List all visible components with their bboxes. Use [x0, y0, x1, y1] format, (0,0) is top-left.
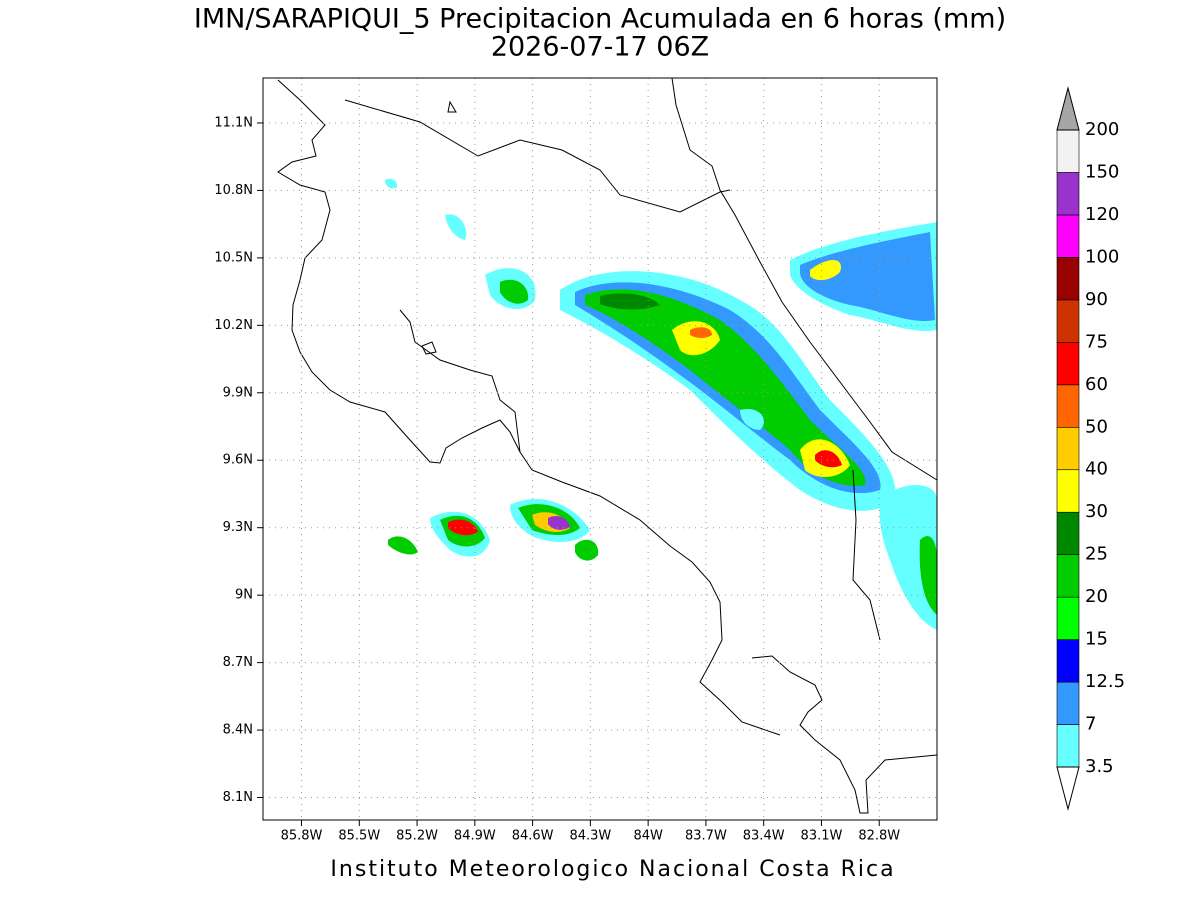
colorbar-label: 40: [1085, 459, 1108, 480]
colorbar-label: 12.5: [1085, 671, 1125, 692]
colorbar-label: 7: [1085, 714, 1096, 735]
x-tick-label: 83.1W: [801, 829, 843, 844]
y-tick-label: 9.6N: [223, 453, 253, 468]
colorbar-over: [1056, 86, 1080, 131]
colorbar-label: 120: [1085, 204, 1119, 225]
colorbar-box: [1056, 299, 1080, 343]
colorbar-label: 150: [1085, 161, 1119, 182]
colorbar-box: [1056, 172, 1080, 216]
colorbar-label: 30: [1085, 501, 1108, 522]
y-tick-label: 10.8N: [214, 183, 253, 198]
y-tick-label: 10.2N: [214, 318, 253, 333]
island: [421, 341, 437, 355]
colorbar-label: 60: [1085, 374, 1108, 395]
x-tick-label: 84.9W: [454, 829, 496, 844]
colorbar-box: [1056, 554, 1080, 598]
y-tick-label: 11.1N: [214, 115, 253, 130]
colorbar-box: [1056, 639, 1080, 683]
y-tick-label: 8.1N: [223, 790, 253, 805]
colorbar-box: [1056, 384, 1080, 428]
map-title: IMN/SARAPIQUI_5 Precipitacion Acumulada …: [194, 4, 1006, 35]
border: [852, 469, 881, 641]
colorbar-label: 75: [1085, 331, 1108, 352]
colorbar-box: [1056, 469, 1080, 513]
x-tick-label: 84.3W: [569, 829, 611, 844]
x-tick-label: 84.6W: [512, 829, 554, 844]
plot-area: [277, 77, 938, 814]
x-tick-label: 85.2W: [396, 829, 438, 844]
colorbar-label: 100: [1085, 246, 1119, 267]
x-tick-label: 85.5W: [338, 829, 380, 844]
colorbar-box: [1056, 129, 1080, 173]
colorbar-box: [1056, 426, 1080, 471]
colorbar-label: 90: [1085, 289, 1108, 310]
x-tick-label: 85.8W: [281, 829, 323, 844]
colorbar-box: [1056, 257, 1080, 301]
coastline: [671, 77, 938, 481]
colorbar-box: [1056, 724, 1080, 768]
y-tick-label: 9.3N: [223, 520, 253, 535]
island: [447, 100, 457, 113]
footer-credit: Instituto Meteorologico Nacional Costa R…: [330, 857, 895, 882]
colorbar-label: 20: [1085, 586, 1108, 607]
y-tick-label: 8.7N: [223, 655, 253, 670]
colorbar-label: 25: [1085, 544, 1108, 565]
colorbar-label: 15: [1085, 629, 1108, 650]
colorbar-label: 3.5: [1085, 756, 1114, 777]
plot-frame: [262, 77, 938, 821]
coastline: [751, 655, 938, 814]
colorbar-label: 200: [1085, 119, 1119, 140]
colorbar-box: [1056, 681, 1080, 725]
coastline: [399, 309, 521, 453]
y-tick-label: 10.5N: [214, 250, 253, 265]
colorbar-box: [1056, 214, 1080, 258]
map-subtitle: 2026-07-17 06Z: [491, 32, 709, 63]
y-tick-label: 8.4N: [223, 723, 253, 738]
y-tick-label: 9.9N: [223, 385, 253, 400]
colorbar-label: 50: [1085, 416, 1108, 437]
x-tick-label: 84W: [633, 829, 663, 844]
coastline: [277, 79, 781, 736]
y-tick-label: 9N: [235, 588, 253, 603]
x-tick-label: 83.4W: [743, 829, 785, 844]
colorbar-box: [1056, 596, 1080, 640]
x-tick-label: 82.8W: [858, 829, 900, 844]
border: [344, 99, 731, 213]
colorbar-box: [1056, 511, 1080, 555]
colorbar-under: [1056, 766, 1080, 811]
colorbar-box: [1056, 342, 1080, 386]
x-tick-label: 83.7W: [685, 829, 727, 844]
precipitation-field: [385, 178, 937, 630]
